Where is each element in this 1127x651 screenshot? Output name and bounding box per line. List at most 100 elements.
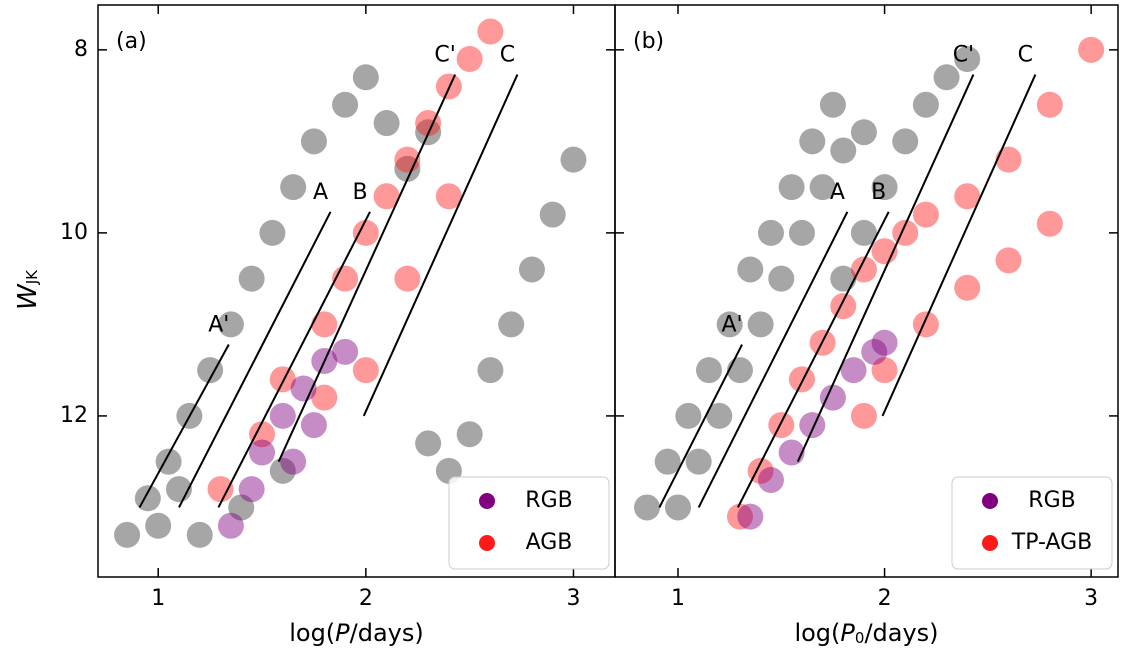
plot-area: [114, 18, 587, 548]
point: [311, 384, 338, 411]
point: [394, 265, 421, 292]
point: [477, 357, 504, 384]
x-tick-label: 3: [566, 586, 580, 611]
point: [415, 430, 442, 457]
sequence-label: A': [208, 313, 229, 338]
point: [311, 311, 338, 338]
point: [332, 91, 359, 118]
point: [238, 476, 265, 503]
point: [197, 357, 224, 384]
sequence-label: A: [830, 180, 845, 205]
point: [799, 412, 826, 439]
point: [415, 110, 442, 137]
sequence-label: C': [434, 43, 455, 68]
point: [1078, 36, 1105, 63]
point: [539, 201, 566, 228]
point: [768, 265, 795, 292]
y-tick-label: 8: [74, 37, 88, 62]
point: [912, 91, 939, 118]
point: [768, 412, 795, 439]
sequence-label: A: [313, 180, 328, 205]
legend-label: TP-AGB: [1011, 530, 1092, 555]
point: [892, 128, 919, 155]
point: [665, 494, 692, 521]
point: [737, 503, 764, 530]
sequence-line: [881, 74, 1037, 417]
point: [685, 448, 712, 475]
point: [819, 384, 846, 411]
point: [840, 357, 867, 384]
point: [726, 357, 753, 384]
point: [269, 402, 296, 429]
label-part: JK: [23, 269, 41, 285]
point: [809, 174, 836, 201]
label-part: log(: [794, 619, 840, 647]
point: [217, 512, 244, 539]
point: [954, 45, 981, 72]
point: [456, 45, 483, 72]
sequence-label: B: [871, 180, 886, 205]
sequence-line: [737, 211, 890, 508]
point: [747, 311, 774, 338]
point: [269, 457, 296, 484]
point: [186, 521, 213, 548]
point: [954, 183, 981, 210]
point: [706, 402, 733, 429]
legend-marker: [982, 535, 998, 551]
point: [757, 219, 784, 246]
point: [259, 219, 286, 246]
point: [778, 174, 805, 201]
plot-area: [634, 36, 1105, 530]
axes-frame: [614, 4, 1119, 578]
point: [352, 219, 379, 246]
point: [871, 357, 898, 384]
point: [238, 265, 265, 292]
point: [861, 338, 888, 365]
label-part: P: [840, 619, 855, 647]
point: [228, 494, 255, 521]
legend-label: RGB: [1028, 488, 1075, 513]
point: [456, 421, 483, 448]
x-axis-label: log(P0/days): [794, 619, 938, 647]
point: [716, 311, 743, 338]
point: [280, 448, 307, 475]
point: [373, 183, 400, 210]
point: [954, 274, 981, 301]
x-tick-label: 1: [671, 586, 685, 611]
legend-marker: [479, 493, 495, 509]
point: [995, 146, 1022, 173]
sequence-line: [217, 211, 371, 508]
point: [912, 201, 939, 228]
point: [518, 256, 545, 283]
point: [352, 64, 379, 91]
sequence-line: [658, 344, 743, 508]
point: [757, 466, 784, 493]
y-axis-label: WJK: [13, 269, 43, 310]
point: [217, 311, 244, 338]
sequence-line: [138, 344, 230, 508]
point: [394, 155, 421, 182]
sequence-label: C: [500, 43, 515, 68]
x-tick-label: 3: [1084, 586, 1098, 611]
point: [850, 119, 877, 146]
point: [830, 265, 857, 292]
label-part: /days): [350, 619, 424, 647]
point: [249, 421, 276, 448]
sequence-line: [277, 74, 457, 463]
point: [850, 219, 877, 246]
point: [788, 366, 815, 393]
point: [654, 448, 681, 475]
point: [850, 402, 877, 429]
point: [871, 329, 898, 356]
point: [477, 18, 504, 45]
point: [871, 174, 898, 201]
point: [995, 247, 1022, 274]
point: [850, 256, 877, 283]
point: [1036, 210, 1063, 237]
point: [498, 311, 525, 338]
point: [269, 366, 296, 393]
sequence-label: A': [721, 313, 742, 338]
sequence-line: [796, 74, 975, 463]
point: [352, 357, 379, 384]
